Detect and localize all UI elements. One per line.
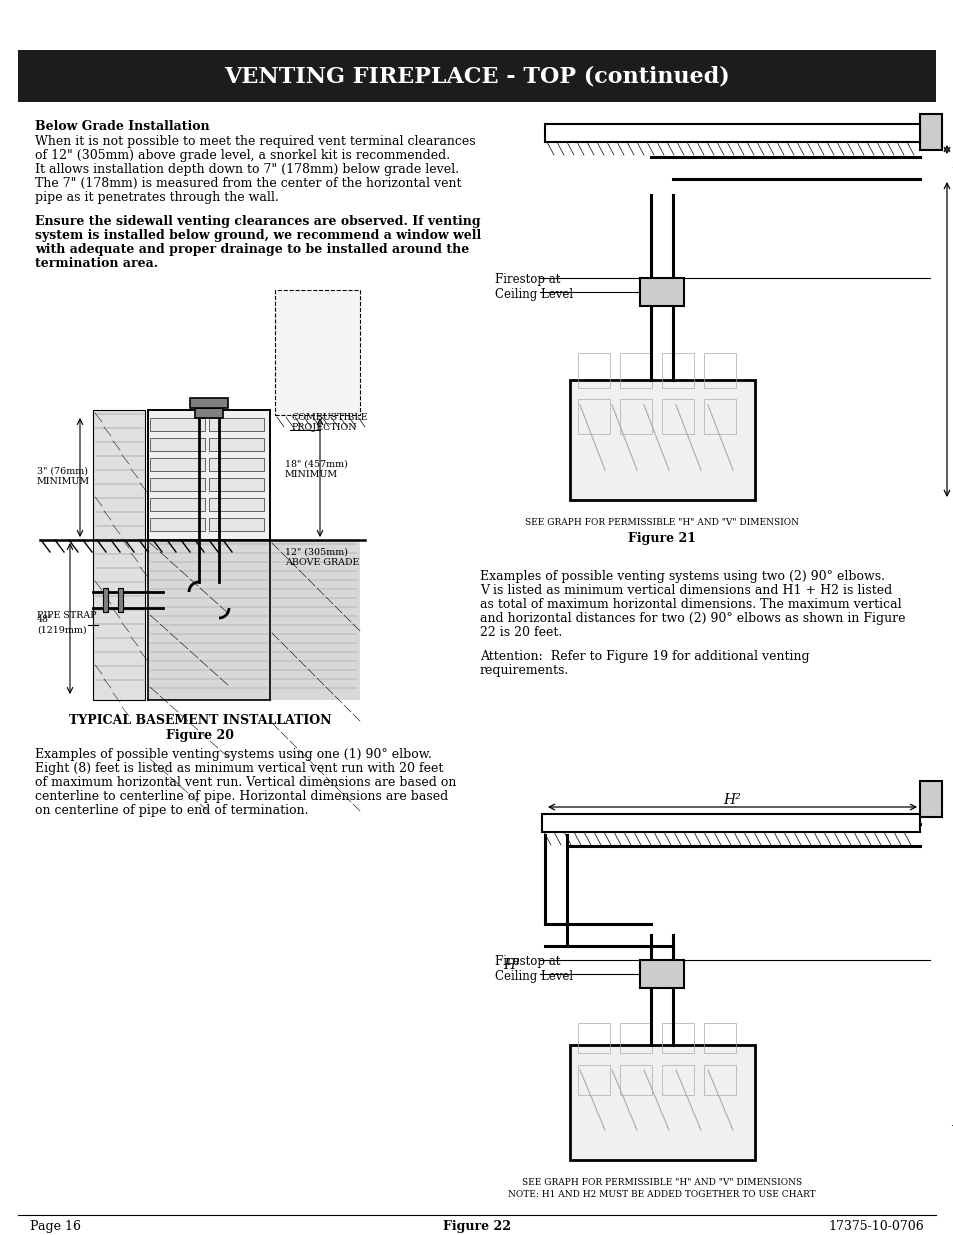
Bar bbox=[703, 1065, 735, 1095]
Text: and horizontal distances for two (2) 90° elbows as shown in Figure: and horizontal distances for two (2) 90°… bbox=[479, 613, 904, 625]
Bar bbox=[639, 278, 683, 306]
Text: PIPE STRAP: PIPE STRAP bbox=[37, 611, 96, 620]
Text: of maximum horizontal vent run. Vertical dimensions are based on: of maximum horizontal vent run. Vertical… bbox=[35, 776, 456, 789]
Bar bbox=[209, 517, 264, 531]
Bar bbox=[209, 417, 264, 431]
Text: 48"
(1219mm): 48" (1219mm) bbox=[37, 615, 87, 635]
Text: centerline to centerline of pipe. Horizontal dimensions are based: centerline to centerline of pipe. Horizo… bbox=[35, 790, 448, 803]
Text: system is installed below ground, we recommend a window well: system is installed below ground, we rec… bbox=[35, 228, 480, 242]
Bar bbox=[619, 353, 651, 388]
Bar bbox=[619, 1023, 651, 1053]
Bar bbox=[209, 438, 264, 451]
Bar bbox=[661, 1065, 693, 1095]
Text: Eight (8) feet is listed as minimum vertical vent run with 20 feet: Eight (8) feet is listed as minimum vert… bbox=[35, 762, 443, 776]
Bar bbox=[578, 1023, 609, 1053]
Bar bbox=[150, 498, 205, 511]
Bar bbox=[92, 410, 145, 700]
Text: H²: H² bbox=[722, 793, 740, 806]
Bar bbox=[619, 399, 651, 433]
Text: H¹: H¹ bbox=[502, 958, 520, 972]
Text: 12" (305mm)
ABOVE GRADE: 12" (305mm) ABOVE GRADE bbox=[285, 548, 359, 567]
Text: V is listed as minimum vertical dimensions and H1 + H2 is listed: V is listed as minimum vertical dimensio… bbox=[479, 584, 891, 597]
Text: SEE GRAPH FOR PERMISSIBLE "H" AND "V" DIMENSIONS: SEE GRAPH FOR PERMISSIBLE "H" AND "V" DI… bbox=[521, 1178, 801, 1187]
Bar bbox=[703, 1023, 735, 1053]
Text: Ensure the sidewall venting clearances are observed. If venting: Ensure the sidewall venting clearances a… bbox=[35, 215, 480, 228]
Bar bbox=[661, 1023, 693, 1053]
Text: When it is not possible to meet the required vent terminal clearances: When it is not possible to meet the requ… bbox=[35, 135, 476, 148]
Text: termination area.: termination area. bbox=[35, 257, 158, 270]
Bar bbox=[190, 398, 228, 408]
Bar bbox=[150, 517, 205, 531]
Bar bbox=[661, 399, 693, 433]
Bar bbox=[194, 408, 223, 417]
Text: It allows installation depth down to 7" (178mm) below grade level.: It allows installation depth down to 7" … bbox=[35, 163, 458, 177]
Bar bbox=[209, 478, 264, 492]
Text: 17375-10-0706: 17375-10-0706 bbox=[827, 1220, 923, 1233]
Bar bbox=[578, 1065, 609, 1095]
Bar bbox=[578, 399, 609, 433]
Text: VENTING FIREPLACE - TOP (continued): VENTING FIREPLACE - TOP (continued) bbox=[224, 65, 729, 86]
Text: as total of maximum horizontal dimensions. The maximum vertical: as total of maximum horizontal dimension… bbox=[479, 598, 901, 611]
Bar bbox=[639, 960, 683, 988]
Bar bbox=[919, 114, 941, 149]
Text: 3" (76mm)
MINIMUM: 3" (76mm) MINIMUM bbox=[37, 467, 90, 487]
Text: NOTE: H1 AND H2 MUST BE ADDED TOGETHER TO USE CHART: NOTE: H1 AND H2 MUST BE ADDED TOGETHER T… bbox=[508, 1191, 815, 1199]
Bar bbox=[274, 290, 359, 415]
Text: Figure 22: Figure 22 bbox=[442, 1220, 511, 1233]
Text: Below Grade Installation: Below Grade Installation bbox=[35, 120, 210, 133]
Bar bbox=[150, 458, 205, 471]
Text: Page 16: Page 16 bbox=[30, 1220, 81, 1233]
Text: TYPICAL BASEMENT INSTALLATION: TYPICAL BASEMENT INSTALLATION bbox=[69, 714, 331, 727]
Text: SEE GRAPH FOR PERMISSIBLE "H" AND "V" DIMENSION: SEE GRAPH FOR PERMISSIBLE "H" AND "V" DI… bbox=[524, 517, 799, 527]
Bar bbox=[148, 410, 270, 540]
Bar bbox=[569, 380, 754, 500]
Bar bbox=[18, 49, 935, 103]
Bar bbox=[569, 1045, 754, 1160]
Text: Firestop at
Ceiling Level: Firestop at Ceiling Level bbox=[495, 955, 573, 983]
Text: pipe as it penetrates through the wall.: pipe as it penetrates through the wall. bbox=[35, 191, 278, 204]
Text: Figure 21: Figure 21 bbox=[627, 532, 696, 545]
Text: Examples of possible venting systems using two (2) 90° elbows.: Examples of possible venting systems usi… bbox=[479, 571, 884, 583]
Text: on centerline of pipe to end of termination.: on centerline of pipe to end of terminat… bbox=[35, 804, 308, 818]
Text: V: V bbox=[951, 308, 953, 321]
Bar bbox=[661, 353, 693, 388]
Text: with adequate and proper drainage to be installed around the: with adequate and proper drainage to be … bbox=[35, 243, 469, 256]
Text: H: H bbox=[951, 157, 953, 170]
Bar bbox=[150, 478, 205, 492]
Text: The 7" (178mm) is measured from the center of the horizontal vent: The 7" (178mm) is measured from the cent… bbox=[35, 177, 461, 190]
Text: 18" (457mm)
MINIMUM: 18" (457mm) MINIMUM bbox=[285, 459, 348, 479]
Bar bbox=[118, 588, 123, 613]
Bar bbox=[209, 458, 264, 471]
Bar bbox=[703, 399, 735, 433]
Bar bbox=[578, 353, 609, 388]
Bar bbox=[103, 588, 108, 613]
Text: requirements.: requirements. bbox=[479, 664, 569, 677]
Bar bbox=[544, 124, 919, 142]
Bar bbox=[541, 814, 919, 832]
Text: V: V bbox=[949, 1125, 953, 1139]
Bar bbox=[919, 781, 941, 818]
Text: Attention:  Refer to Figure 19 for additional venting: Attention: Refer to Figure 19 for additi… bbox=[479, 650, 809, 663]
Bar bbox=[148, 540, 270, 700]
Text: Examples of possible venting systems using one (1) 90° elbow.: Examples of possible venting systems usi… bbox=[35, 748, 432, 761]
Text: COMBUSTIBLE
PROJECTION: COMBUSTIBLE PROJECTION bbox=[292, 412, 368, 432]
Text: Firestop at
Ceiling Level: Firestop at Ceiling Level bbox=[495, 273, 573, 301]
Bar bbox=[703, 353, 735, 388]
Bar bbox=[209, 498, 264, 511]
Text: 22 is 20 feet.: 22 is 20 feet. bbox=[479, 626, 561, 638]
Text: Figure 20: Figure 20 bbox=[166, 729, 233, 742]
Text: of 12" (305mm) above grade level, a snorkel kit is recommended.: of 12" (305mm) above grade level, a snor… bbox=[35, 149, 450, 162]
Bar bbox=[150, 417, 205, 431]
Bar bbox=[270, 540, 359, 700]
Bar bbox=[150, 438, 205, 451]
Bar bbox=[619, 1065, 651, 1095]
